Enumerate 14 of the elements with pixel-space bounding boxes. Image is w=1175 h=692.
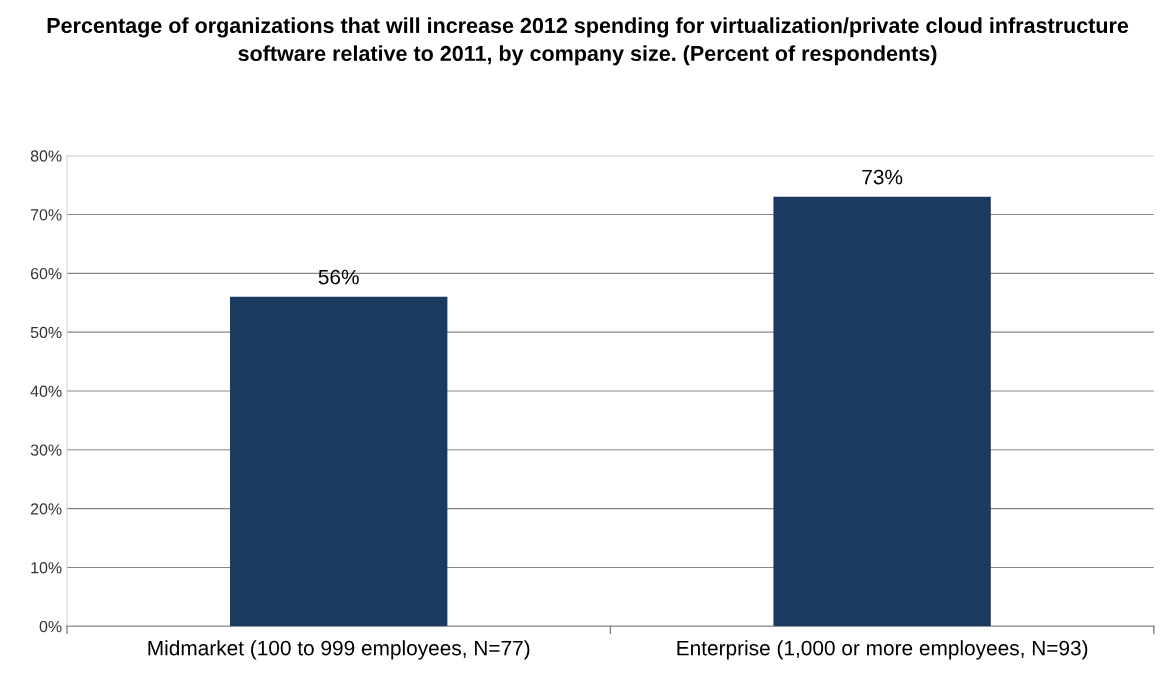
y-tick-label: 60% [30,267,62,280]
y-tick-label: 10% [31,562,62,574]
y-tick-label: 40% [30,385,62,397]
y-tick-label: 80% [30,150,62,162]
data-label: 56% [318,269,359,285]
y-tick-label: 30% [30,444,62,456]
y-tick-label: 50% [30,326,62,339]
data-label: 73% [862,169,903,185]
chart-title: Percentage of organizations that will increase 2012 spending for virtualization/private cloud infrastructure software relative to 2011, by company size. (Percent of respondents) [47,17,1129,66]
x-tick-label: Enterprise (1,000 or more employees, N=93) [677,640,1088,660]
y-tick-label: 0% [39,620,62,633]
y-tick-label: 70% [30,209,62,221]
y-tick-label: 20% [30,503,62,515]
x-tick-label: Midmarket (100 to 999 employees, N=77) [148,640,530,660]
